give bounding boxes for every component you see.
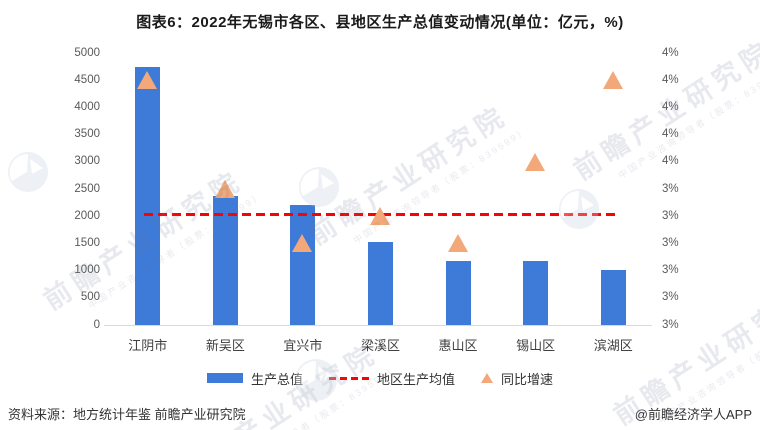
right-axis-tick-label: 3% bbox=[662, 209, 679, 222]
gdp-bar bbox=[445, 260, 471, 325]
right-axis-tick-label: 4% bbox=[662, 100, 679, 113]
legend-triangle-swatch-icon bbox=[481, 373, 493, 383]
growth-triangle-marker bbox=[292, 234, 313, 253]
left-axis-tick-label: 1000 bbox=[74, 264, 100, 277]
gdp-bar bbox=[212, 195, 238, 325]
growth-triangle-marker bbox=[447, 234, 468, 253]
chart-title: 图表6：2022年无锡市各区、县地区生产总值变动情况(单位：亿元，%) bbox=[136, 14, 624, 31]
category-label: 新吴区 bbox=[205, 338, 245, 353]
legend-item-mean: 地区生产均值 bbox=[328, 369, 455, 388]
growth-triangle-marker bbox=[214, 180, 235, 198]
left-axis-tick-label: 4000 bbox=[74, 100, 100, 113]
right-axis-tick-label: 3% bbox=[662, 236, 679, 249]
gdp-bar bbox=[523, 260, 549, 325]
left-axis-tick-label: 2500 bbox=[74, 182, 100, 195]
right-axis-tick-label: 3% bbox=[662, 318, 679, 331]
right-axis-tick-label: 4% bbox=[662, 128, 679, 141]
right-axis-tick-label: 3% bbox=[662, 264, 679, 277]
left-axis-tick-label: 1500 bbox=[74, 236, 100, 249]
growth-triangle-marker bbox=[602, 71, 623, 90]
growth-triangle-marker bbox=[137, 71, 158, 90]
right-axis-tick-label: 3% bbox=[662, 182, 679, 195]
legend-item-gdp: 生产总值 bbox=[206, 369, 303, 388]
left-axis-tick-label: 2000 bbox=[74, 209, 100, 222]
legend-bar-label: 生产总值 bbox=[250, 371, 303, 387]
category-label: 江阴市 bbox=[128, 338, 168, 353]
right-axis-tick-label: 4% bbox=[662, 46, 679, 59]
growth-triangle-marker bbox=[370, 207, 390, 226]
legend-dash-swatch-icon bbox=[328, 376, 369, 380]
gdp-bar bbox=[600, 270, 626, 325]
left-axis-tick-label: 4500 bbox=[74, 73, 100, 86]
legend-mean-label: 地区生产均值 bbox=[376, 371, 455, 387]
legend-growth-label: 同比增速 bbox=[501, 371, 554, 387]
left-axis-tick-label: 3500 bbox=[74, 128, 100, 141]
x-axis-line bbox=[104, 325, 652, 326]
left-axis-tick-label: 0 bbox=[93, 318, 100, 331]
right-axis-tick-label: 4% bbox=[662, 155, 679, 168]
legend-bar-swatch-icon bbox=[206, 373, 243, 383]
right-axis-tick-label: 4% bbox=[662, 73, 679, 86]
gdp-bar bbox=[290, 204, 316, 325]
category-label: 梁溪区 bbox=[360, 338, 400, 353]
category-label: 惠山区 bbox=[438, 338, 478, 353]
growth-triangle-marker bbox=[525, 152, 546, 171]
footer: 资料来源：地方统计年鉴 前瞻产业研究院 @前瞻经济学人APP bbox=[8, 404, 752, 423]
legend: 生产总值 地区生产均值 同比增速 bbox=[0, 368, 760, 388]
right-axis-tick-label: 3% bbox=[662, 291, 679, 304]
left-axis-tick-label: 5000 bbox=[74, 46, 100, 59]
credit-text: @前瞻经济学人APP bbox=[634, 407, 752, 422]
category-label: 宜兴市 bbox=[283, 338, 323, 353]
gdp-bar bbox=[368, 242, 393, 325]
category-label: 滨湖区 bbox=[593, 338, 633, 353]
legend-item-growth: 同比增速 bbox=[481, 369, 553, 388]
left-axis-tick-label: 500 bbox=[80, 291, 100, 304]
category-label: 锡山区 bbox=[516, 338, 556, 353]
left-axis-tick-label: 3000 bbox=[74, 155, 100, 168]
gdp-bar bbox=[135, 66, 161, 325]
source-text: 资料来源：地方统计年鉴 前瞻产业研究院 bbox=[8, 407, 246, 422]
